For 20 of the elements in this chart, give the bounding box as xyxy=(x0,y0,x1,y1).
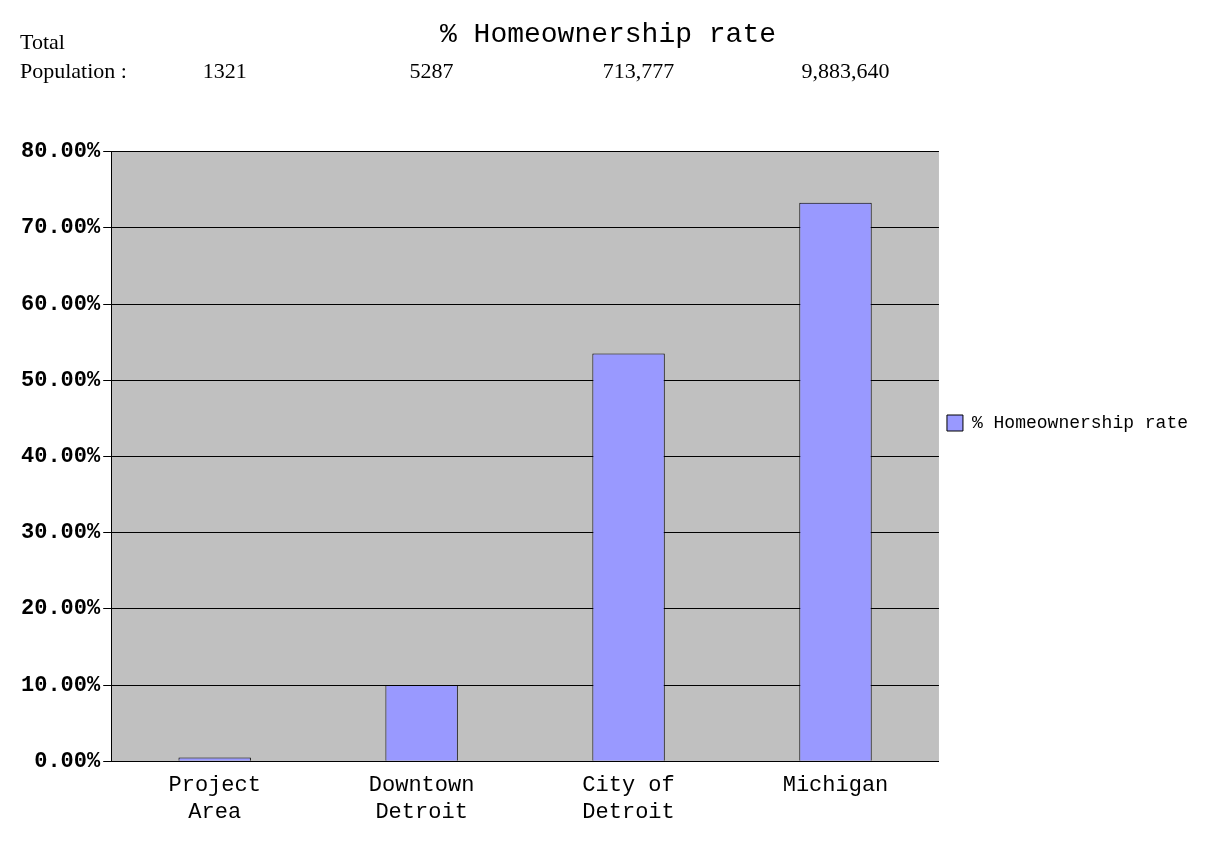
y-tick-label: 70.00% xyxy=(20,215,101,241)
x-tick-label: Project Area xyxy=(168,773,261,825)
legend-label: % Homeownership rate xyxy=(971,412,1189,433)
y-tick-label: 10.00% xyxy=(20,672,101,698)
chart-title: % Homeownership rate xyxy=(439,19,777,51)
text: 9,883,640 xyxy=(801,57,890,83)
text: 1321 xyxy=(202,57,247,83)
y-tick-label: 30.00% xyxy=(20,520,101,546)
text: 5287 xyxy=(409,57,454,83)
y-tick-label: 20.00% xyxy=(20,596,101,622)
y-tick-label: 50.00% xyxy=(20,367,101,393)
text: 713,777 xyxy=(602,57,675,83)
y-tick-label: 40.00% xyxy=(20,443,101,469)
x-tick-label: Michigan xyxy=(782,773,889,799)
y-tick-label: 80.00% xyxy=(20,139,101,165)
y-tick-label: 0.00% xyxy=(34,748,102,774)
text: Total Population : xyxy=(20,28,127,83)
x-tick-label: City of Detroit xyxy=(582,773,675,825)
x-tick-label: Downtown Detroit xyxy=(368,773,475,825)
y-tick-label: 60.00% xyxy=(20,291,101,317)
